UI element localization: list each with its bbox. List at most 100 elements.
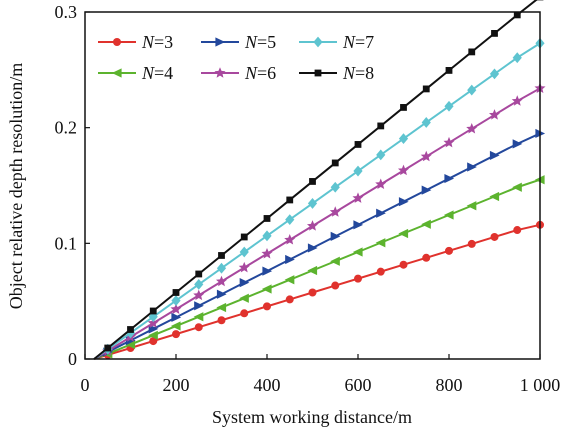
data-point-N=8-700: [400, 104, 407, 111]
data-point-N=3-150: [149, 337, 158, 346]
y-tick-label: 0: [68, 349, 77, 369]
data-point-N=7-600: [353, 165, 363, 177]
data-point-N=6-550: [329, 206, 341, 217]
data-point-N=8-400: [263, 215, 271, 222]
legend-marker-N=7: [313, 36, 323, 48]
data-point-N=3-600: [354, 274, 362, 283]
data-point-N=6-950: [511, 95, 523, 106]
data-point-N=6-400: [261, 247, 273, 259]
data-point-N=5-600: [353, 220, 364, 230]
data-point-N=7-250: [194, 278, 204, 290]
data-point-N=3-300: [217, 316, 226, 325]
data-point-N=7-800: [444, 100, 454, 112]
data-point-N=8-800: [445, 67, 453, 74]
data-point-N=6-600: [352, 192, 364, 203]
data-point-N=6-150: [147, 317, 159, 328]
data-point-N=3-850: [467, 239, 476, 248]
data-point-N=5-450: [285, 254, 295, 265]
axis-ticks: 0 200 400 600 800 1 000 0 0.1 0.2 0.3: [55, 2, 561, 395]
legend-item-N=5: N=5: [201, 32, 276, 52]
data-point-N=3-400: [263, 302, 271, 311]
data-point-N=4-750: [421, 219, 431, 229]
data-point-N=5-900: [489, 150, 500, 161]
legend-marker-N=5: [215, 37, 226, 47]
data-point-N=5-700: [398, 197, 409, 207]
series-N=6: [93, 82, 546, 360]
data-point-N=7-650: [376, 149, 386, 161]
data-point-N=6-750: [420, 150, 432, 162]
data-point-N=4-850: [466, 201, 477, 211]
series-N=3: [93, 220, 544, 360]
data-point-N=6-650: [375, 178, 387, 190]
data-point-N=8-750: [422, 85, 430, 93]
legend-marker-N=4: [111, 68, 122, 78]
data-point-N=4-100: [125, 339, 136, 350]
data-point-N=4-150: [148, 330, 158, 340]
data-point-N=5-500: [307, 243, 318, 253]
legend-item-N=3: N=3: [98, 32, 173, 52]
data-point-N=6-250: [193, 289, 205, 301]
legend-marker-N=8: [314, 69, 322, 77]
data-point-N=3-500: [308, 288, 317, 297]
data-point-N=6-850: [466, 123, 478, 134]
data-point-N=7-400: [262, 230, 272, 242]
data-point-N=6-350: [238, 261, 250, 273]
data-point-N=3-750: [422, 253, 431, 262]
y-tick-label: 0.3: [55, 2, 78, 22]
data-point-N=7-900: [489, 68, 500, 80]
legend-item-N=4: N=4: [98, 63, 173, 83]
data-point-N=8-850: [468, 48, 476, 56]
data-point-N=8-600: [354, 141, 362, 148]
series-N=5: [93, 128, 546, 360]
series-N=7: [93, 37, 545, 360]
data-point-N=4-500: [307, 265, 318, 276]
data-point-N=5-300: [216, 289, 227, 299]
y-tick-label: 0.2: [55, 118, 78, 138]
data-point-N=4-200: [170, 321, 181, 331]
data-point-N=5-400: [262, 266, 273, 276]
x-axis-label: System working distance/m: [212, 407, 412, 427]
data-point-N=5-850: [467, 162, 477, 172]
data-point-N=8-500: [309, 178, 316, 185]
data-point-N=7-300: [216, 262, 227, 274]
data-point-N=5-800: [444, 173, 455, 184]
x-tick-label: 200: [163, 375, 190, 395]
data-point-N=6-450: [284, 234, 296, 245]
data-point-N=8-950: [513, 11, 521, 19]
data-point-N=7-200: [171, 295, 181, 306]
data-point-N=5-650: [376, 208, 386, 218]
data-point-N=8-100: [127, 326, 134, 333]
data-point-N=8-300: [218, 252, 225, 259]
data-point-N=3-550: [331, 281, 340, 290]
data-point-N=6-800: [443, 136, 455, 148]
data-point-N=6-300: [215, 275, 228, 287]
data-point-N=5-550: [330, 231, 341, 241]
data-point-N=4-650: [375, 238, 386, 248]
plot-frame: [84, 11, 541, 360]
data-point-N=8-350: [240, 233, 248, 241]
data-point-N=5-350: [239, 278, 250, 288]
data-point-N=8-450: [286, 196, 294, 204]
data-point-N=3-700: [399, 260, 408, 269]
legend-marker-N=6: [214, 67, 226, 78]
data-point-N=5-950: [512, 139, 523, 149]
data-point-N=4-800: [443, 210, 454, 220]
legend: N=3 N=4 N=5 N=6 N=7 N=8: [98, 32, 374, 83]
data-point-N=5-250: [194, 301, 204, 311]
legend-label: N=7: [342, 32, 374, 52]
data-point-N=3-650: [376, 267, 385, 276]
y-axis-label: Object relative depth resolution/m: [6, 63, 26, 309]
data-point-N=8-900: [491, 29, 498, 37]
data-point-N=5-750: [421, 185, 432, 195]
series-N=4: [93, 175, 545, 360]
data-point-N=7-950: [512, 52, 522, 64]
data-point-N=8-550: [331, 159, 339, 167]
data-point-N=7-350: [239, 246, 249, 258]
data-point-N=3-800: [445, 246, 453, 255]
data-point-N=3-450: [285, 295, 294, 304]
legend-label: N=5: [244, 32, 276, 52]
data-point-N=3-350: [240, 309, 249, 318]
data-point-N=7-850: [467, 84, 477, 96]
data-point-N=7-750: [421, 117, 431, 128]
data-point-N=8-650: [377, 122, 385, 130]
